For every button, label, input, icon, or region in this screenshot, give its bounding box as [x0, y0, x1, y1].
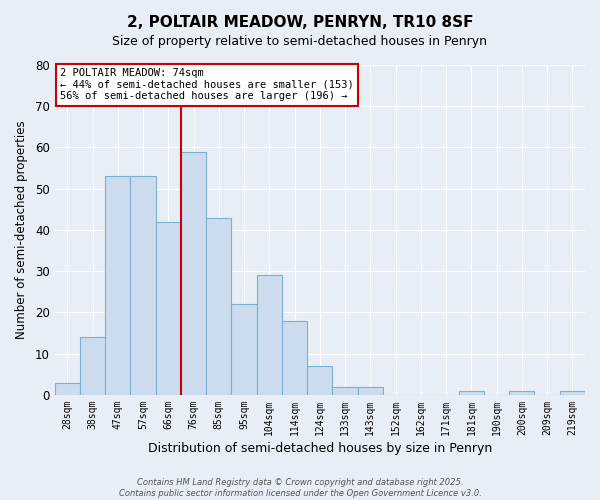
Text: Size of property relative to semi-detached houses in Penryn: Size of property relative to semi-detach…: [113, 35, 487, 48]
Bar: [232, 304, 257, 395]
Bar: [181, 152, 206, 395]
Text: 2 POLTAIR MEADOW: 74sqm
← 44% of semi-detached houses are smaller (153)
56% of s: 2 POLTAIR MEADOW: 74sqm ← 44% of semi-de…: [60, 68, 354, 102]
X-axis label: Distribution of semi-detached houses by size in Penryn: Distribution of semi-detached houses by …: [148, 442, 492, 455]
Text: Contains HM Land Registry data © Crown copyright and database right 2025.
Contai: Contains HM Land Registry data © Crown c…: [119, 478, 481, 498]
Bar: [560, 391, 585, 395]
Y-axis label: Number of semi-detached properties: Number of semi-detached properties: [15, 120, 28, 340]
Bar: [459, 391, 484, 395]
Bar: [155, 222, 181, 395]
Bar: [206, 218, 232, 395]
Bar: [332, 386, 358, 395]
Text: 2, POLTAIR MEADOW, PENRYN, TR10 8SF: 2, POLTAIR MEADOW, PENRYN, TR10 8SF: [127, 15, 473, 30]
Bar: [282, 320, 307, 395]
Bar: [509, 391, 535, 395]
Bar: [130, 176, 155, 395]
Bar: [358, 386, 383, 395]
Bar: [257, 276, 282, 395]
Bar: [307, 366, 332, 395]
Bar: [80, 337, 105, 395]
Bar: [105, 176, 130, 395]
Bar: [55, 382, 80, 395]
